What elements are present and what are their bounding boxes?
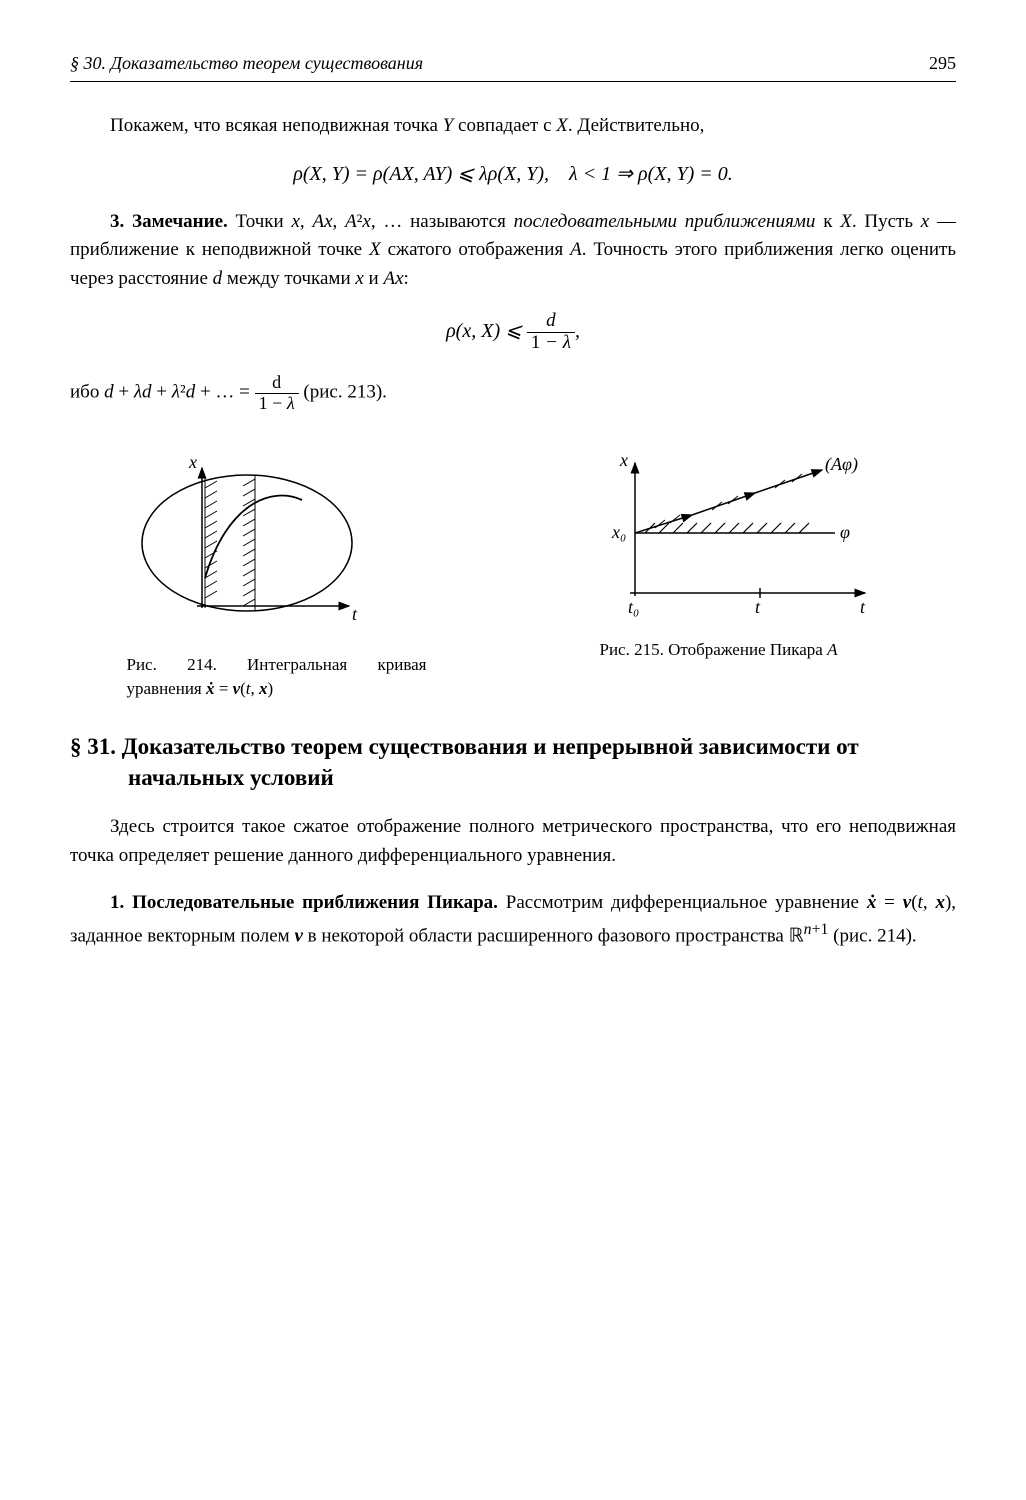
paragraph-4: Здесь строится такое сжатое отображение … (70, 813, 956, 870)
remark-heading: 3. Замечание. (110, 211, 228, 232)
equation-2: ρ(x, X) ⩽ d 1 − λ , (70, 311, 956, 354)
paragraph-3: ибо d + λd + λ²d + … = d 1 − λ (рис. 213… (70, 373, 956, 414)
paragraph-5: 1. Последовательные приближения Пикара. … (70, 889, 956, 950)
paragraph-1: Покажем, что всякая неподвижная точка Y … (70, 112, 956, 141)
header-title: § 30. Доказательство теорем существовани… (70, 50, 423, 77)
fig214-svg: x t (127, 448, 387, 638)
p3-numerator: d (255, 373, 299, 394)
paragraph-2: 3. Замечание. Точки x, Ax, A²x, … называ… (70, 208, 956, 294)
p3-after: (рис. 213). (303, 381, 387, 402)
eq2-numerator: d (527, 311, 575, 333)
figure-214: x t Рис. 214. Интегральная кривая уравне… (127, 448, 427, 701)
eq2-after: , (575, 320, 580, 342)
fig215-caption: Рис. 215. Отображение Пикара A (600, 638, 838, 662)
fig215-x-label: x (619, 450, 628, 470)
fig215-svg: x x₀ t₀ t t (Aφ) φ (600, 448, 890, 623)
fig215-phi-label: φ (840, 522, 850, 542)
page-header: § 30. Доказательство теорем существовани… (70, 50, 956, 82)
subsection-heading: 1. Последовательные приближения Пикара. (110, 892, 498, 913)
fig214-x-label: x (188, 452, 197, 472)
fig214-caption: Рис. 214. Интегральная кривая уравнения … (127, 653, 427, 701)
figures-row: x t Рис. 214. Интегральная кривая уравне… (70, 448, 956, 701)
fig215-t-right: t (860, 597, 866, 617)
page-number: 295 (929, 50, 956, 77)
equation-1: ρ(X, Y) = ρ(AX, AY) ⩽ λρ(X, Y), λ < 1 ⇒ … (70, 159, 956, 189)
fig215-t0-label: t₀ (628, 597, 639, 617)
fig215-x0-label: x₀ (611, 522, 626, 542)
fig215-t-label: t (755, 597, 761, 617)
fig214-t-label: t (352, 604, 358, 624)
section-31-heading: § 31. Доказательство теорем существовани… (70, 731, 956, 793)
fig215-aphi-label: (Aφ) (825, 454, 858, 475)
figure-215: x x₀ t₀ t t (Aφ) φ Рис. 215. Отображение… (600, 448, 900, 701)
